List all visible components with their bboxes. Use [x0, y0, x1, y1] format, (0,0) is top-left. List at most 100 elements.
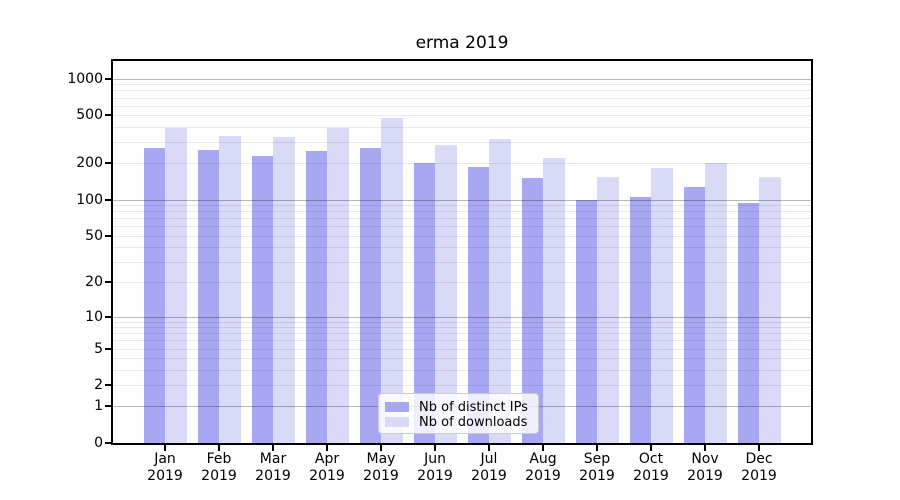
minor-gridline-4 [113, 358, 811, 359]
minor-gridline-50 [113, 236, 811, 237]
chart-title: erma 2019 [415, 33, 509, 53]
x-tick-jul [488, 445, 490, 451]
y-tick-label-1: 1 [94, 398, 103, 415]
minor-gridline-6 [113, 340, 811, 341]
legend-label-distinct-ips: Nb of distinct IPs [419, 399, 528, 415]
bar-distinct-ips-nov [683, 187, 705, 443]
x-tick-label-jan: Jan 2019 [147, 451, 183, 484]
x-tick-label-dec: Dec 2019 [741, 451, 777, 484]
y-tick-10 [105, 315, 111, 318]
minor-gridline-300 [113, 142, 811, 143]
y-tick-label-200: 200 [76, 155, 103, 172]
x-tick-label-apr: Apr 2019 [309, 451, 345, 484]
bar-distinct-ips-dec [737, 203, 759, 443]
x-tick-label-sep: Sep 2019 [579, 451, 615, 484]
bar-downloads-may [381, 118, 403, 443]
minor-gridline-600 [113, 106, 811, 107]
bar-distinct-ips-may [359, 147, 381, 443]
bar-distinct-ips-apr [305, 151, 327, 443]
bar-downloads-sep [597, 176, 619, 443]
y-tick-20 [105, 281, 111, 284]
minor-gridline-500 [113, 115, 811, 116]
bar-downloads-oct [651, 168, 673, 443]
x-tick-label-nov: Nov 2019 [687, 451, 723, 484]
legend-swatch-downloads [385, 417, 409, 427]
y-tick-label-20: 20 [85, 274, 103, 291]
minor-gridline-30 [113, 262, 811, 263]
minor-gridline-2 [113, 385, 811, 386]
legend: Nb of distinct IPs Nb of downloads [378, 393, 539, 434]
minor-gridline-200 [113, 163, 811, 164]
y-tick-2 [105, 384, 111, 387]
y-tick-0 [105, 442, 111, 444]
major-gridline-100 [113, 200, 811, 201]
x-tick-label-jun: Jun 2019 [417, 451, 453, 484]
bar-distinct-ips-oct [629, 196, 651, 443]
x-tick-label-may: May 2019 [363, 451, 399, 484]
bar-downloads-aug [543, 157, 565, 443]
x-tick-oct [650, 445, 652, 451]
x-tick-label-feb: Feb 2019 [201, 451, 237, 484]
minor-gridline-8 [113, 327, 811, 328]
minor-gridline-9 [113, 322, 811, 323]
x-tick-nov [704, 445, 706, 451]
x-tick-dec [758, 445, 760, 451]
minor-gridline-80 [113, 211, 811, 212]
minor-gridline-40 [113, 247, 811, 248]
y-tick-1000 [105, 77, 111, 80]
y-tick-label-0: 0 [94, 435, 103, 451]
x-tick-sep [596, 445, 598, 451]
minor-gridline-90 [113, 205, 811, 206]
y-tick-500 [105, 114, 111, 117]
minor-gridline-20 [113, 282, 811, 283]
minor-gridline-5 [113, 349, 811, 350]
y-tick-1 [105, 405, 111, 408]
x-tick-feb [218, 445, 220, 451]
x-tick-apr [326, 445, 328, 451]
x-tick-label-mar: Mar 2019 [255, 451, 291, 484]
y-tick-50 [105, 234, 111, 237]
x-tick-jun [434, 445, 436, 451]
y-tick-100 [105, 198, 111, 201]
y-tick-label-2: 2 [94, 377, 103, 394]
legend-row-distinct-ips: Nb of distinct IPs [385, 399, 538, 415]
major-gridline-1000 [113, 79, 811, 80]
y-tick-label-10: 10 [85, 308, 103, 325]
major-gridline-10 [113, 317, 811, 318]
minor-gridline-800 [113, 90, 811, 91]
minor-gridline-3 [113, 370, 811, 371]
bar-downloads-dec [759, 176, 781, 443]
x-tick-jan [164, 445, 166, 451]
minor-gridline-7 [113, 333, 811, 334]
x-tick-may [380, 445, 382, 451]
bar-downloads-jun [435, 144, 457, 443]
x-tick-label-jul: Jul 2019 [471, 451, 507, 484]
bar-distinct-ips-aug [521, 178, 543, 443]
minor-gridline-70 [113, 218, 811, 219]
x-tick-label-oct: Oct 2019 [633, 451, 669, 484]
y-tick-label-5: 5 [94, 340, 103, 357]
bar-distinct-ips-feb [197, 149, 219, 443]
minor-gridline-700 [113, 98, 811, 99]
bar-distinct-ips-jan [143, 147, 165, 443]
bar-downloads-mar [273, 137, 295, 443]
bar-downloads-apr [327, 127, 349, 443]
bar-distinct-ips-jun [413, 163, 435, 443]
minor-gridline-60 [113, 226, 811, 227]
x-tick-label-aug: Aug 2019 [525, 451, 561, 484]
bar-distinct-ips-sep [575, 199, 597, 443]
y-tick-label-500: 500 [76, 107, 103, 124]
bar-distinct-ips-mar [251, 156, 273, 443]
y-tick-5 [105, 347, 111, 350]
bar-downloads-feb [219, 136, 241, 443]
minor-gridline-900 [113, 84, 811, 85]
legend-row-downloads: Nb of downloads [385, 414, 538, 430]
y-tick-label-1000: 1000 [67, 70, 103, 87]
y-tick-label-100: 100 [76, 191, 103, 208]
y-tick-label-50: 50 [85, 227, 103, 244]
bar-distinct-ips-jul [467, 167, 489, 443]
legend-swatch-distinct-ips [385, 402, 409, 412]
minor-gridline-400 [113, 127, 811, 128]
legend-label-downloads: Nb of downloads [419, 414, 528, 430]
